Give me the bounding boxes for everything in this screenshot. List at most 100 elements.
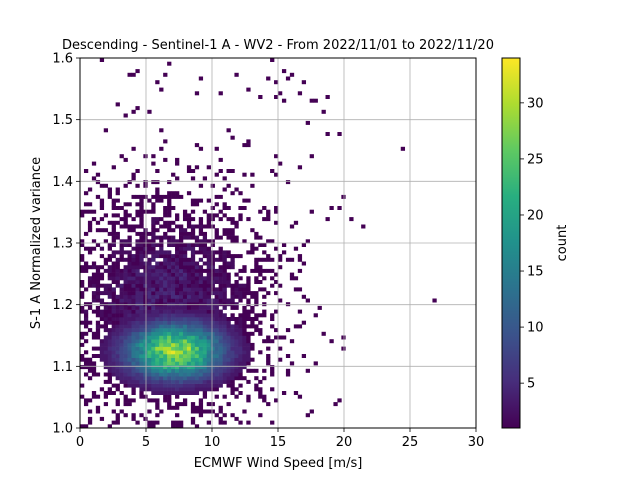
heatmap-cell <box>175 213 180 218</box>
heatmap-cell <box>266 217 271 222</box>
heatmap-cell <box>432 298 437 303</box>
heatmap-cell <box>159 265 164 270</box>
heatmap-cell <box>226 339 231 344</box>
heatmap-cell <box>155 383 160 388</box>
heatmap-cell <box>179 298 184 303</box>
heatmap-cell <box>270 387 275 392</box>
heatmap-cell <box>210 402 215 407</box>
heatmap-cell <box>222 365 227 370</box>
heatmap-cell <box>135 261 140 266</box>
heatmap-cell <box>135 287 140 292</box>
heatmap-cell <box>155 342 160 347</box>
heatmap-cell <box>143 320 148 325</box>
heatmap-cell <box>147 272 152 277</box>
heatmap-cell <box>242 324 247 329</box>
heatmap-cell <box>87 276 93 281</box>
heatmap-cell <box>325 132 330 136</box>
heatmap-cell <box>119 272 124 277</box>
heatmap-cell <box>143 235 148 240</box>
heatmap-cell <box>115 276 120 281</box>
heatmap-cell <box>202 317 208 321</box>
x-tick-label: 10 <box>204 435 221 450</box>
heatmap-cell <box>171 376 176 381</box>
heatmap-cell <box>218 209 223 214</box>
heatmap-cell <box>95 194 101 199</box>
heatmap-cell <box>83 350 89 355</box>
heatmap-cell <box>80 239 85 244</box>
heatmap-cell <box>111 368 116 373</box>
heatmap-cell <box>119 368 124 373</box>
heatmap-cell <box>171 387 176 392</box>
heatmap-cell <box>194 328 200 333</box>
heatmap-cell <box>167 298 172 303</box>
y-tick-label: 1.1 <box>52 360 73 375</box>
heatmap-cell <box>266 357 271 362</box>
heatmap-cell <box>147 398 152 403</box>
heatmap-cell <box>131 416 136 421</box>
heatmap-cell <box>179 272 184 277</box>
heatmap-cell <box>103 213 109 218</box>
heatmap-cell <box>115 257 120 262</box>
heatmap-cell <box>115 328 120 333</box>
heatmap-cell <box>155 217 160 222</box>
heatmap-cell <box>139 331 144 336</box>
heatmap-cell <box>123 294 128 299</box>
heatmap-cell <box>131 228 136 233</box>
heatmap-cell <box>194 387 200 392</box>
heatmap-cell <box>171 243 176 247</box>
heatmap-cell <box>159 309 164 314</box>
heatmap-cell <box>258 413 263 418</box>
heatmap-cell <box>218 235 223 240</box>
heatmap-cell <box>95 309 101 314</box>
heatmap-cell <box>103 361 109 366</box>
heatmap-cell <box>95 220 101 225</box>
heatmap-cell <box>186 320 192 325</box>
heatmap-cell <box>91 372 97 377</box>
heatmap-cell <box>175 280 180 284</box>
heatmap-cell <box>143 357 148 362</box>
heatmap-cell <box>171 350 176 355</box>
heatmap-cell <box>293 220 299 225</box>
heatmap-cell <box>218 254 223 259</box>
heatmap-cell <box>115 413 120 418</box>
heatmap-cell <box>258 268 263 273</box>
heatmap-cell <box>103 320 109 325</box>
heatmap-cell <box>135 342 140 347</box>
heatmap-cell <box>222 331 227 336</box>
heatmap-cell <box>246 276 251 281</box>
heatmap-cell <box>242 331 247 336</box>
heatmap-cell <box>198 217 204 222</box>
heatmap-cell <box>182 235 188 240</box>
heatmap-cell <box>95 305 101 310</box>
heatmap-cell <box>167 194 172 199</box>
heatmap-cell <box>167 228 172 233</box>
heatmap-cell <box>147 198 152 203</box>
heatmap-cell <box>143 287 148 292</box>
heatmap-cell <box>151 309 156 314</box>
heatmap-cell <box>234 72 239 77</box>
heatmap-cell <box>238 313 243 318</box>
heatmap-cell <box>131 283 136 288</box>
heatmap-cell <box>210 365 215 370</box>
heatmap-cell <box>143 309 148 314</box>
heatmap-cell <box>214 320 219 325</box>
heatmap-cell <box>175 376 180 381</box>
heatmap-cell <box>91 283 97 288</box>
heatmap-cell <box>119 391 124 395</box>
heatmap-cell <box>167 387 172 392</box>
heatmap-cell <box>214 383 219 388</box>
heatmap-cell <box>155 254 160 259</box>
heatmap-cell <box>214 231 219 236</box>
heatmap-cell <box>238 339 243 344</box>
heatmap-cell <box>91 346 97 351</box>
heatmap-cell <box>143 368 148 373</box>
heatmap-cell <box>222 231 227 236</box>
heatmap-cell <box>111 309 116 314</box>
heatmap-cell <box>171 361 176 366</box>
heatmap-cell <box>190 265 196 270</box>
heatmap-cell <box>143 416 148 421</box>
heatmap-cell <box>242 291 247 296</box>
heatmap-cell <box>270 317 275 321</box>
colorbar-tick-label: 20 <box>527 208 544 223</box>
heatmap-cell <box>206 387 211 392</box>
